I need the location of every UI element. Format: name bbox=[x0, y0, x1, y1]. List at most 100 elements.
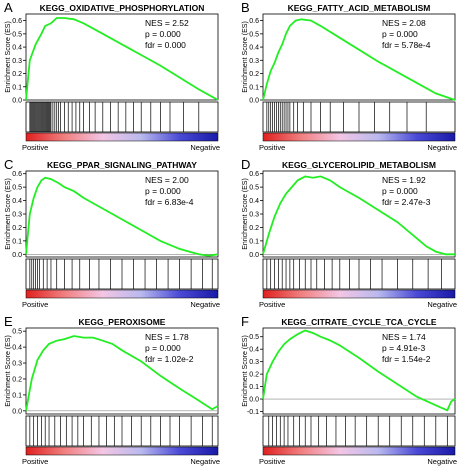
negative-label: Negative bbox=[427, 300, 457, 309]
positive-label: Positive bbox=[22, 457, 48, 466]
stat-line: p = 4.91e-3 bbox=[382, 343, 426, 353]
es-plot-frame bbox=[262, 13, 456, 101]
stat-line: fdr = 2.47e-3 bbox=[382, 197, 431, 207]
y-tick-label: -0.1 bbox=[247, 409, 259, 416]
y-tick-label: 0.3 bbox=[249, 359, 259, 366]
panel-letter: A bbox=[4, 0, 13, 15]
stat-line: fdr = 0.000 bbox=[145, 40, 186, 50]
y-tick-label: 0.4 bbox=[12, 198, 22, 205]
y-tick-label: 0.2 bbox=[249, 71, 259, 78]
y-tick-label: 0.2 bbox=[249, 372, 259, 379]
stat-line: NES = 1.92 bbox=[382, 175, 426, 185]
y-axis-label: Enrichment Score (ES) bbox=[242, 178, 249, 250]
y-tick-label: 0.3 bbox=[249, 58, 259, 65]
hit-frame bbox=[262, 415, 456, 447]
y-tick-label: 0.5 bbox=[12, 31, 22, 38]
stat-line: NES = 1.74 bbox=[382, 332, 426, 342]
negative-label: Negative bbox=[427, 143, 457, 152]
stat-line: p = 0.000 bbox=[145, 29, 181, 39]
y-tick-label: 0.0 bbox=[12, 98, 22, 105]
y-tick-label: 0.1 bbox=[12, 84, 22, 91]
rank-bar bbox=[262, 446, 456, 456]
y-tick-label: 0.2 bbox=[12, 376, 22, 383]
panel-letter: D bbox=[241, 157, 250, 172]
y-tick-label: 0.2 bbox=[12, 71, 22, 78]
y-tick-label: 0.1 bbox=[12, 392, 22, 399]
panel-letter: E bbox=[4, 314, 13, 329]
panel-letter: C bbox=[4, 157, 13, 172]
panel-b: B KEGG_FATTY_ACID_METABOLISM Enrichment Sc… bbox=[241, 0, 457, 152]
es-curve bbox=[262, 329, 456, 412]
y-tick-label: 0.6 bbox=[249, 171, 259, 178]
es-curve bbox=[25, 176, 219, 257]
y-tick-label: 0.0 bbox=[249, 98, 259, 105]
y-tick-label: 0.2 bbox=[249, 225, 259, 232]
positive-label: Positive bbox=[22, 300, 48, 309]
panel-title: KEGG_OXIDATIVE_PHOSPHORYLATION bbox=[40, 3, 205, 13]
y-tick-label: 0.4 bbox=[12, 45, 22, 52]
panel-e: E KEGG_PEROXISOME Enrichment Score (ES)0.5… bbox=[4, 314, 220, 466]
es-plot-frame bbox=[25, 170, 219, 258]
es-plot-frame bbox=[25, 13, 219, 101]
y-axis-label: Enrichment Score (ES) bbox=[5, 178, 12, 250]
stat-line: p = 0.000 bbox=[145, 343, 181, 353]
stat-line: NES = 2.00 bbox=[145, 175, 189, 185]
panel-title: KEGG_CITRATE_CYCLE_TCA_CYCLE bbox=[281, 317, 437, 327]
y-tick-label: 0.5 bbox=[249, 334, 259, 341]
panel-title: KEGG_PEROXISOME bbox=[79, 317, 166, 327]
stat-line: NES = 2.08 bbox=[382, 18, 426, 28]
stat-line: fdr = 6.83e-4 bbox=[145, 197, 194, 207]
y-tick-label: 0.4 bbox=[249, 347, 259, 354]
y-tick-label: 0.6 bbox=[12, 171, 22, 178]
panel-f: F KEGG_CITRATE_CYCLE_TCA_CYCLE Enrichment … bbox=[241, 314, 457, 466]
y-tick-label: 0.0 bbox=[12, 408, 22, 415]
y-tick-label: 0.4 bbox=[12, 345, 22, 352]
hit-frame bbox=[25, 101, 219, 133]
rank-bar bbox=[262, 289, 456, 299]
y-tick-label: 0.1 bbox=[249, 84, 259, 91]
es-curve bbox=[262, 18, 456, 101]
es-plot-frame bbox=[25, 327, 219, 415]
y-tick-label: 0.0 bbox=[12, 252, 22, 259]
y-axis-label: Enrichment Score (ES) bbox=[5, 21, 12, 93]
y-tick-label: 0.5 bbox=[249, 31, 259, 38]
y-tick-label: 0.2 bbox=[12, 225, 22, 232]
positive-label: Positive bbox=[259, 143, 285, 152]
es-plot-frame bbox=[262, 327, 456, 415]
panel-letter: F bbox=[241, 314, 249, 329]
positive-label: Positive bbox=[259, 300, 285, 309]
negative-label: Negative bbox=[190, 143, 220, 152]
y-tick-label: 0.1 bbox=[249, 384, 259, 391]
stat-line: NES = 2.52 bbox=[145, 18, 189, 28]
rank-bar bbox=[262, 132, 456, 142]
panel-letter: B bbox=[241, 0, 250, 15]
stat-line: p = 0.000 bbox=[382, 29, 418, 39]
y-tick-label: 0.0 bbox=[249, 252, 259, 259]
y-tick-label: 0.4 bbox=[249, 198, 259, 205]
y-tick-label: 0.3 bbox=[12, 361, 22, 368]
es-plot-frame bbox=[262, 170, 456, 258]
rank-bar bbox=[25, 289, 219, 299]
positive-label: Positive bbox=[22, 143, 48, 152]
panel-title: KEGG_PPAR_SIGNALING_PATHWAY bbox=[47, 160, 197, 170]
y-tick-label: 0.6 bbox=[249, 18, 259, 25]
panel-d: D KEGG_GLYCEROLIPID_METABOLISM Enrichment … bbox=[241, 157, 457, 309]
positive-label: Positive bbox=[259, 457, 285, 466]
panel-title: KEGG_FATTY_ACID_METABOLISM bbox=[288, 3, 431, 13]
y-tick-label: 0.6 bbox=[12, 18, 22, 25]
es-curve bbox=[25, 17, 219, 101]
y-axis-label: Enrichment Score (ES) bbox=[242, 21, 249, 93]
y-tick-label: 0.1 bbox=[12, 238, 22, 245]
es-curve bbox=[25, 335, 219, 411]
y-tick-label: 0.5 bbox=[12, 185, 22, 192]
rank-bar bbox=[25, 132, 219, 142]
y-tick-label: 0.0 bbox=[249, 397, 259, 404]
panel-a: A KEGG_OXIDATIVE_PHOSPHORYLATION Enrichmen… bbox=[4, 0, 220, 152]
y-tick-label: 0.5 bbox=[249, 185, 259, 192]
es-curve bbox=[262, 175, 455, 256]
panel-c: C KEGG_PPAR_SIGNALING_PATHWAY Enrichment S… bbox=[4, 157, 220, 309]
stat-line: fdr = 5.78e-4 bbox=[382, 40, 431, 50]
negative-label: Negative bbox=[190, 457, 220, 466]
stat-line: p = 0.000 bbox=[145, 186, 181, 196]
